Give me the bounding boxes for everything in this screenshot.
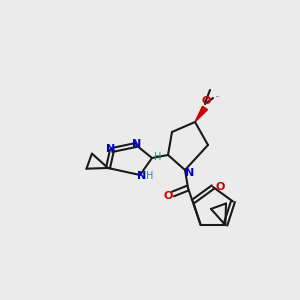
Text: H: H (154, 152, 162, 162)
Text: N: N (137, 171, 147, 181)
Polygon shape (195, 106, 207, 122)
Text: methyl: methyl (216, 95, 220, 97)
Text: O: O (201, 96, 211, 106)
Text: H: H (146, 171, 154, 181)
Text: O: O (163, 191, 173, 201)
Text: N: N (106, 144, 116, 154)
Text: O: O (215, 182, 225, 192)
Text: N: N (185, 168, 195, 178)
Text: N: N (132, 139, 142, 149)
